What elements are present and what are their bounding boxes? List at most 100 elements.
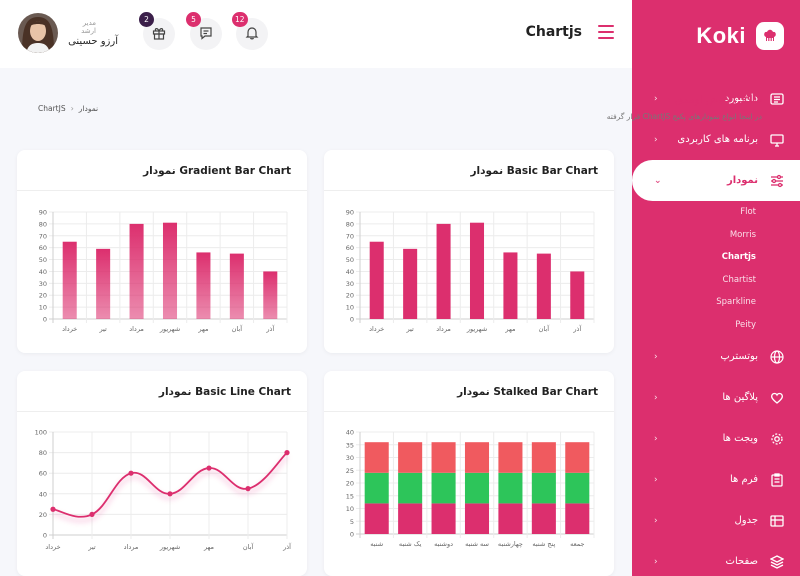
y-tick-label: 15 (346, 492, 354, 500)
y-tick-label: 0 (350, 531, 354, 539)
data-point (50, 506, 56, 512)
sidebar-item-label: صفحات (725, 556, 758, 567)
y-tick-label: 40 (346, 268, 354, 276)
sidebar-item-label: فرم ها (730, 474, 758, 485)
x-tick-label: مهر (504, 325, 515, 333)
gift-icon (152, 25, 166, 44)
message-button[interactable]: 5 (186, 12, 222, 50)
y-tick-label: 20 (346, 480, 354, 488)
brand-name: Koki (696, 23, 746, 48)
sidebar-item-label: بوتسترپ (720, 351, 758, 362)
globe-icon (768, 348, 786, 366)
submenu-item-chartist[interactable]: Chartist (722, 274, 756, 285)
user-name: آرزو حسینی (68, 36, 118, 47)
submenu-item-flot[interactable]: Flot (740, 207, 756, 217)
sidebar-item-charts[interactable]: نمودار ⌄ (632, 160, 800, 201)
data-point (245, 486, 251, 492)
sidebar-nav: داشبورد ‹ برنامه های کاربردی ‹ نمودار ⌄ … (632, 78, 800, 576)
bar (403, 248, 418, 319)
sidebar-item-label: برنامه های کاربردی (677, 134, 758, 145)
stacked-bar-segment (464, 503, 490, 534)
sidebar-item-bootstrap[interactable]: بوتسترپ ‹ (632, 336, 800, 377)
submenu-item-sparkline[interactable]: Sparkline (716, 297, 756, 307)
y-tick-label: 20 (39, 292, 47, 300)
breadcrumb-parent[interactable]: ChartJS (38, 104, 66, 113)
y-tick-label: 10 (346, 304, 354, 312)
x-tick-label: آذر (282, 542, 292, 551)
layers-icon (768, 553, 786, 571)
y-tick-label: 80 (39, 449, 47, 457)
brand[interactable]: Koki (696, 22, 784, 50)
x-tick-label: یک شنبه (399, 540, 422, 548)
bar (196, 252, 211, 319)
stacked-bar-segment (498, 503, 523, 534)
card-title: Basic Line Chart نمودار (158, 386, 291, 398)
top-header: Chartjs مدیر ارشد آرزو حسینی 2 5 12 (0, 0, 632, 68)
table-icon (768, 512, 786, 530)
breadcrumb: ChartJS › نمودار (38, 104, 98, 113)
notification-button[interactable]: 12 (232, 12, 268, 50)
stacked-bar-segment (464, 442, 490, 473)
chevron-left-icon: ‹ (654, 515, 658, 526)
bar (229, 253, 244, 319)
y-tick-label: 0 (43, 532, 47, 540)
stacked-bar-segment (531, 503, 556, 534)
stacked-bar-segment (565, 442, 590, 473)
x-tick-label: شهریور (466, 325, 487, 333)
bar (263, 271, 278, 319)
sidebar-item-tables[interactable]: جدول ‹ (632, 500, 800, 541)
bar (503, 252, 518, 319)
user-role: مدیر ارشد (81, 19, 96, 35)
stacked-bar-segment (364, 503, 389, 534)
gear-icon (768, 430, 786, 448)
gradient-bar-chart: 0 10 20 30 40 50 60 70 80 90 خرداد تیر مرداد شهریور مه… (39, 209, 288, 333)
stacked-bar-segment (565, 472, 590, 504)
gift-button[interactable]: 2 (139, 12, 175, 50)
data-point (128, 470, 134, 476)
basic-line-chart: 0 20 40 60 80 100 خرداد تیر مرداد شهریور مهر آبان آذ… (35, 429, 293, 552)
sidebar-item-apps[interactable]: برنامه های کاربردی ‹ (632, 119, 800, 160)
data-point (206, 465, 212, 471)
stacked-bar-segment (431, 472, 456, 504)
sidebar-item-dashboard[interactable]: داشبورد ‹ (632, 78, 800, 119)
x-tick-label: خرداد (45, 543, 60, 551)
x-tick-label: آبان (539, 324, 551, 333)
sidebar-item-label: نمودار (726, 175, 758, 186)
chevron-left-icon: ‹ (654, 93, 658, 104)
x-tick-label: آذر (572, 324, 582, 333)
x-tick-label: دوشنبه (434, 540, 453, 548)
stacked-bar-segment (431, 442, 456, 473)
submenu-item-peity[interactable]: Peity (735, 319, 756, 330)
sidebar-item-forms[interactable]: فرم ها ‹ (632, 459, 800, 500)
page-title: Chartjs (525, 24, 582, 40)
chevron-left-icon: ‹ (654, 351, 658, 362)
y-tick-label: 60 (346, 244, 354, 252)
stacked-bar-segment (498, 442, 523, 473)
sidebar-item-label: جدول (734, 515, 758, 526)
bar (162, 222, 178, 319)
submenu-item-chartjs[interactable]: Chartjs (721, 252, 756, 262)
stacked-bar-segment (531, 442, 556, 473)
y-tick-label: 0 (350, 316, 354, 324)
sidebar-item-widgets[interactable]: ویجت ها ‹ (632, 418, 800, 459)
hamburger-menu-icon[interactable] (598, 25, 614, 39)
stacked-bar-segment (498, 472, 523, 504)
sidebar-item-label: داشبورد (724, 93, 758, 104)
chef-hat-icon (756, 22, 784, 50)
sidebar-item-plugins[interactable]: پلاگین ها ‹ (632, 377, 800, 418)
bar (436, 223, 451, 319)
x-tick-label: مرداد (124, 543, 139, 551)
avatar[interactable] (18, 13, 58, 53)
x-tick-label: جمعه (570, 540, 584, 548)
basic-bar-chart-card: Basic Bar Chart نمودار 0 10 20 30 40 50 60 70 80… (324, 150, 614, 353)
y-tick-label: 40 (39, 490, 47, 498)
stacked-bar-chart: 0 5 10 15 20 25 30 35 40 شنبه یک شنبه دوشنبه سه شنبه… (346, 429, 595, 548)
sidebar-item-label: ویجت ها (722, 433, 758, 444)
bar (469, 222, 485, 319)
x-tick-label: مرداد (436, 325, 451, 333)
sidebar-item-pages[interactable]: صفحات ‹ (632, 541, 800, 576)
submenu-item-morris[interactable]: Morris (729, 229, 756, 240)
x-tick-label: آبان (243, 542, 255, 551)
data-point (167, 491, 173, 497)
x-tick-label: پنج شنبه (532, 540, 555, 548)
